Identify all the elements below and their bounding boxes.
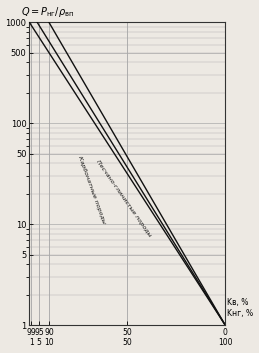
Text: $Q = P_{\rm нг}/\rho_{\rm вп}$: $Q = P_{\rm нг}/\rho_{\rm вп}$ (21, 5, 75, 19)
Text: Песчано-глинистые породы: Песчано-глинистые породы (95, 159, 152, 238)
Text: Карбонатные породы: Карбонатные породы (77, 155, 107, 224)
Text: Kв, %
Kнг, %: Kв, % Kнг, % (227, 298, 253, 318)
